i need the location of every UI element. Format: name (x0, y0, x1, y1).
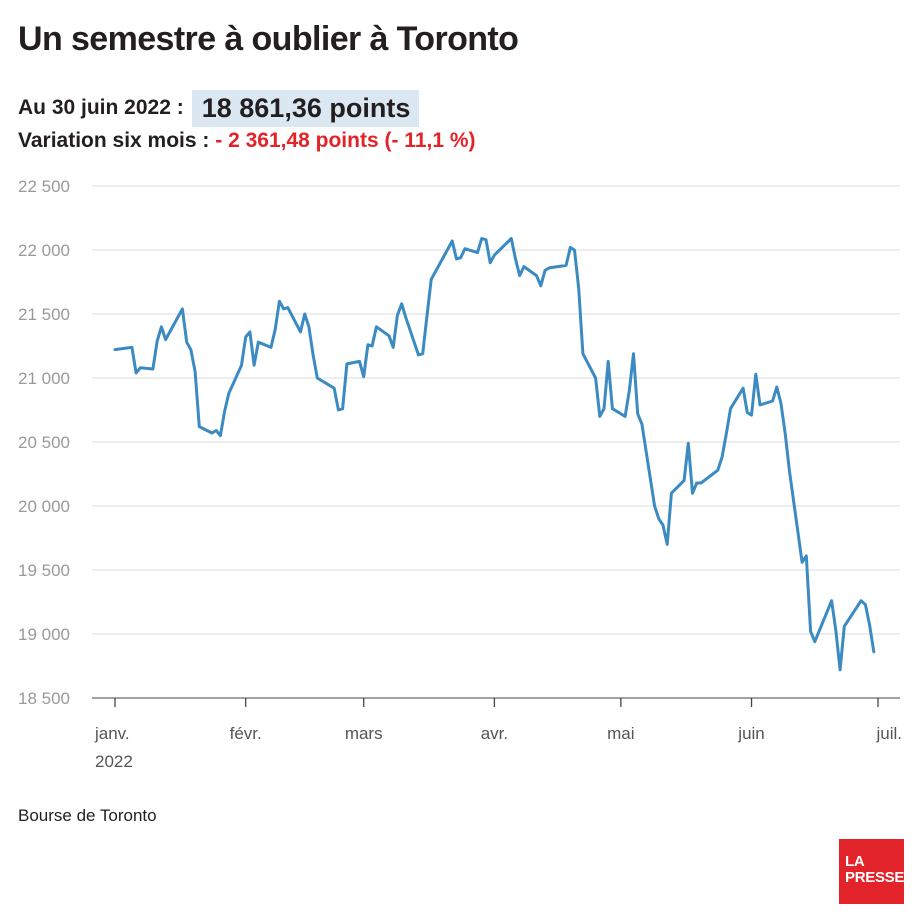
date-label: Au 30 juin 2022 : (18, 96, 184, 119)
logo-line-1: LA (845, 853, 865, 870)
x-axis: janv. févr. mars avr. mai juin juil. 2022 (94, 698, 902, 771)
x-tick-label: mai (607, 724, 634, 743)
index-series-line (113, 237, 876, 672)
variation-value: - 2 361,48 points (- 11,1 %) (215, 129, 476, 152)
y-axis-labels: 22 500 22 000 21 500 21 000 20 500 20 000 19 5… (18, 177, 70, 708)
series-layer (113, 237, 876, 672)
current-value-row: Au 30 juin 2022 : 18 861,36 points (18, 89, 420, 127)
x-tick-label: mars (345, 724, 383, 743)
chart-title: Un semestre à oublier à Toronto (18, 20, 519, 58)
y-tick-label: 22 000 (18, 241, 70, 260)
y-tick-label: 19 500 (18, 561, 70, 580)
logo-line-2: PRESSE (845, 869, 905, 886)
x-tick-label: janv. (94, 724, 130, 743)
x-tick-label: juil. (875, 724, 902, 743)
line-chart: 22 500 22 000 21 500 21 000 20 500 20 000 19 5… (18, 177, 902, 771)
variation-row: Variation six mois : - 2 361,48 points (… (18, 129, 476, 153)
current-value-badge: 18 861,36 points (191, 89, 420, 127)
x-tick-sublabel: 2022 (95, 752, 133, 771)
y-tick-label: 19 000 (18, 625, 70, 644)
y-tick-label: 20 500 (18, 433, 70, 452)
y-tick-label: 21 000 (18, 369, 70, 388)
x-tick-label: avr. (481, 724, 508, 743)
y-tick-label: 21 500 (18, 305, 70, 324)
grid-lines (92, 185, 900, 699)
y-tick-label: 20 000 (18, 497, 70, 516)
x-tick-label: févr. (230, 724, 262, 743)
source-note: Bourse de Toronto (18, 806, 157, 825)
variation-label: Variation six mois : (18, 129, 210, 152)
y-tick-label: 18 500 (18, 689, 70, 708)
y-tick-label: 22 500 (18, 177, 70, 196)
x-tick-label: juin (737, 724, 764, 743)
la-presse-logo: LA PRESSE (839, 839, 904, 904)
